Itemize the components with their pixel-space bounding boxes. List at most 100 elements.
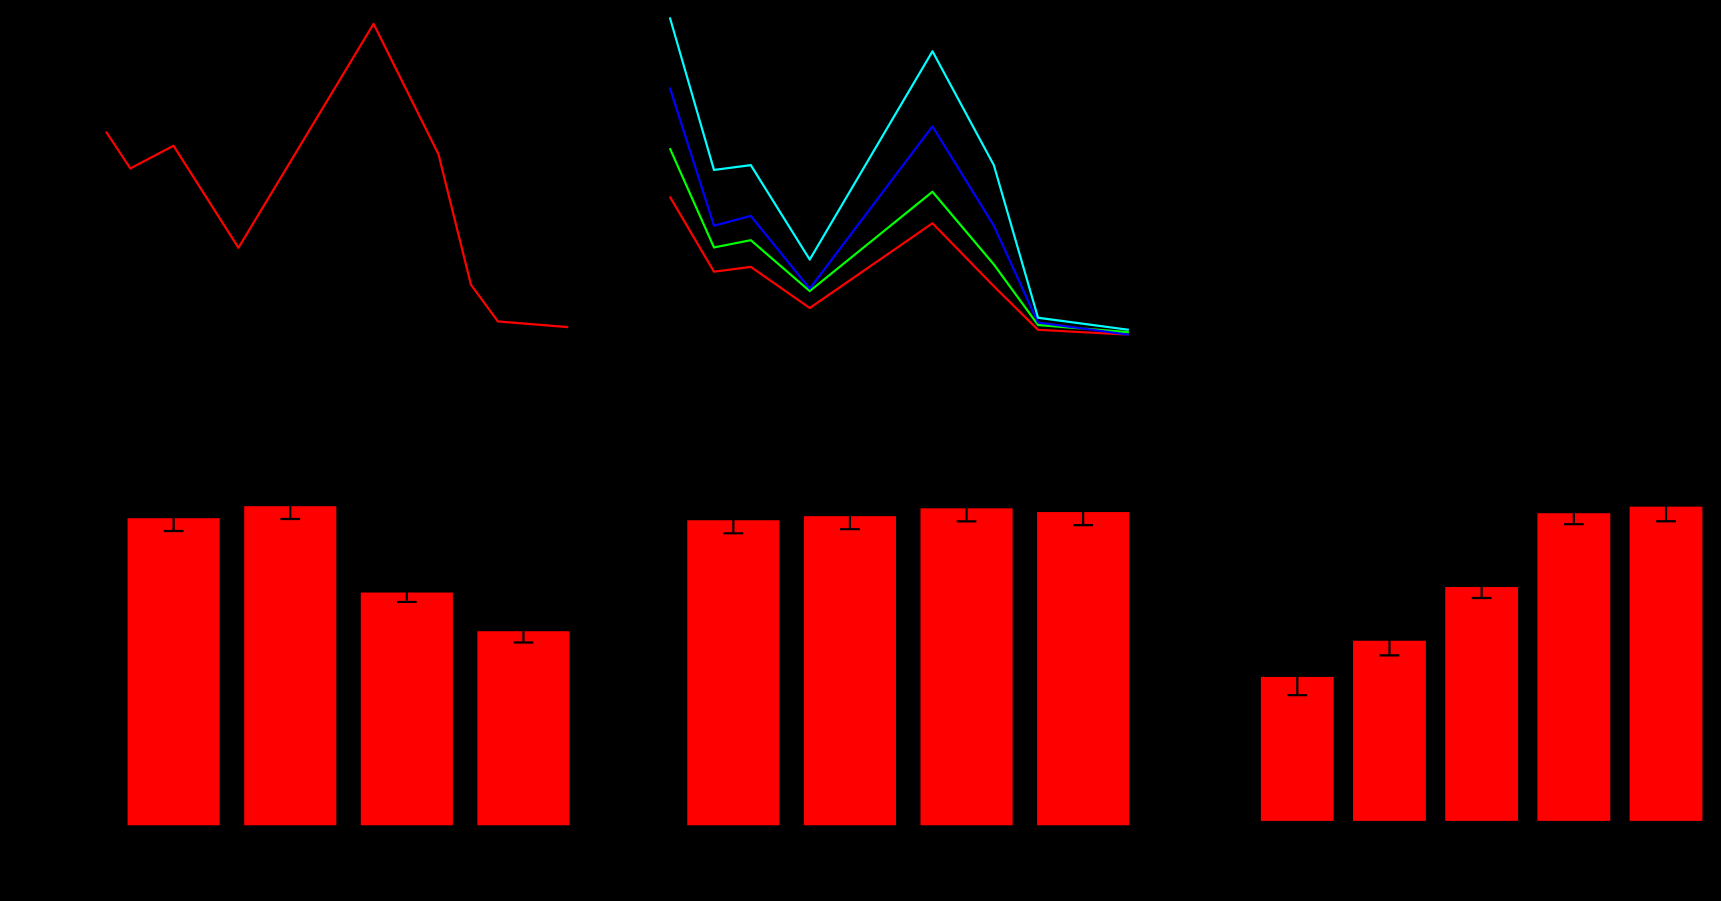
error-bar — [1379, 625, 1400, 657]
y-tick-label: 0.4 — [47, 204, 70, 222]
x-tick-label: 300 — [850, 370, 877, 388]
bar — [1537, 513, 1611, 821]
bar — [803, 516, 896, 826]
y-tick-label: 60 — [624, 592, 642, 610]
x-tick-label: 10 — [1372, 385, 1390, 403]
y-tick-label: 60 — [1200, 592, 1218, 610]
y-axis-label: Loading capacity (%) — [1159, 583, 1177, 737]
y-axis-label: Loading capacity (%) — [23, 583, 41, 737]
x-tick-label: 120 — [1652, 831, 1679, 849]
error-bar — [513, 618, 534, 644]
x-tick-label: 4 — [962, 835, 971, 853]
y-tick-label: 80 — [624, 517, 642, 535]
error-bar — [163, 504, 184, 533]
data-line — [668, 17, 1130, 331]
bar — [920, 508, 1013, 826]
data-line — [105, 22, 569, 329]
x-tick-label: 3 — [845, 835, 854, 853]
x-tick-label: 400 — [555, 365, 582, 383]
x-tick-label: 350 — [973, 370, 1000, 388]
x-tick-label: 200 — [510, 835, 537, 853]
error-bar — [280, 492, 301, 521]
x-axis-label: Wavelength (nm) — [280, 397, 405, 415]
panel-label: (c) — [1238, 39, 1257, 57]
y-tick-label: 0.4 — [1160, 266, 1183, 284]
x-tick-label: 150 — [393, 835, 420, 853]
panel-label: (a) — [125, 36, 145, 54]
y-tick-label: 20 — [624, 741, 642, 759]
x-axis-label: Concentration (μg/ml) — [1385, 418, 1544, 436]
y-tick-label: 0.6 — [1160, 209, 1183, 227]
x-tick-label: 250 — [149, 365, 176, 383]
y-tick-label: 1.2 — [1160, 37, 1183, 55]
x-tick-label: 400 — [1095, 370, 1122, 388]
y-tick-label: 1.0 — [1160, 94, 1183, 112]
y-tick-label: 0.6 — [47, 147, 70, 165]
x-tick-label: 10 — [1288, 831, 1306, 849]
y-tick-label: 0 — [1209, 811, 1218, 829]
y-tick-label: 0.2 — [1160, 324, 1183, 342]
y-tick-label: 40 — [64, 665, 82, 683]
bar — [477, 631, 570, 826]
error-bar — [1471, 574, 1492, 600]
y-tick-label: 0.4 — [612, 228, 635, 246]
y-tick-label: 0.2 — [612, 277, 635, 295]
bar — [1260, 676, 1334, 821]
error-bar — [956, 494, 977, 523]
y-tick-label: 0.8 — [612, 131, 635, 149]
y-tick-label: 40 — [624, 666, 642, 684]
y-tick-label: 20 — [1200, 738, 1218, 756]
bar — [1353, 640, 1426, 821]
x-tick-label: 20 — [1380, 831, 1398, 849]
y-tick-label: 1.0 — [47, 34, 70, 52]
y-tick-label: 60 — [64, 590, 82, 608]
y-tick-label: 0.6 — [612, 180, 635, 198]
y-tick-label: 80 — [1200, 519, 1218, 537]
x-tick-label: 250 — [727, 370, 754, 388]
panel-label: (b) — [689, 29, 709, 47]
error-bar — [1656, 490, 1676, 523]
x-axis-label: Concentration (μg/ml) — [269, 881, 428, 899]
y-axis-label: Loading capacity (%) — [583, 584, 601, 738]
error-bar — [1563, 501, 1584, 526]
x-tick-label: 50 — [164, 835, 182, 853]
y-tick-label: 20 — [64, 741, 82, 759]
bar — [687, 520, 780, 826]
y-tick-label: 0.0 — [612, 325, 635, 343]
data-line — [668, 196, 1129, 336]
x-tick-label: 300 — [284, 365, 311, 383]
x-tick-label: 40 — [1472, 831, 1490, 849]
y-tick-label: 80 — [64, 515, 82, 533]
y-tick-label: 0 — [633, 816, 642, 834]
bar — [1037, 512, 1130, 826]
bar — [127, 518, 220, 826]
x-axis-label: Wavelength (nm) — [838, 403, 963, 421]
error-bar — [1073, 497, 1094, 527]
x-tick-label: 60 — [1565, 831, 1583, 849]
x-tick-label: 5 — [1079, 835, 1088, 853]
x-tick-label: 15 — [1464, 385, 1482, 403]
y-tick-label: 0.8 — [1160, 151, 1183, 169]
bar — [244, 506, 337, 826]
y-axis-label: Absorbance (a.u.) — [1124, 124, 1142, 255]
x-tick-label: 25 — [1648, 385, 1666, 403]
x-tick-label: 5 — [1285, 385, 1294, 403]
bar — [1629, 506, 1703, 821]
x-axis-label: Time (minutes) — [1427, 877, 1536, 895]
error-bar — [723, 506, 744, 535]
y-tick-label: 0 — [73, 816, 82, 834]
y-tick-label: 0.2 — [47, 261, 70, 279]
y-tick-label: 40 — [1200, 665, 1218, 683]
x-tick-label: 20 — [1556, 385, 1574, 403]
y-tick-label: 1.0 — [612, 83, 635, 101]
y-tick-label: 0.0 — [47, 317, 70, 335]
x-axis-label: pH — [898, 881, 919, 899]
y-axis-label: Absorbance (a.u.) — [575, 112, 593, 243]
data-line — [668, 87, 1130, 336]
x-tick-label: 100 — [277, 835, 304, 853]
y-tick-label: 0.8 — [47, 91, 70, 109]
bar — [1445, 587, 1519, 821]
y-tick-label: 1.2 — [612, 34, 635, 52]
